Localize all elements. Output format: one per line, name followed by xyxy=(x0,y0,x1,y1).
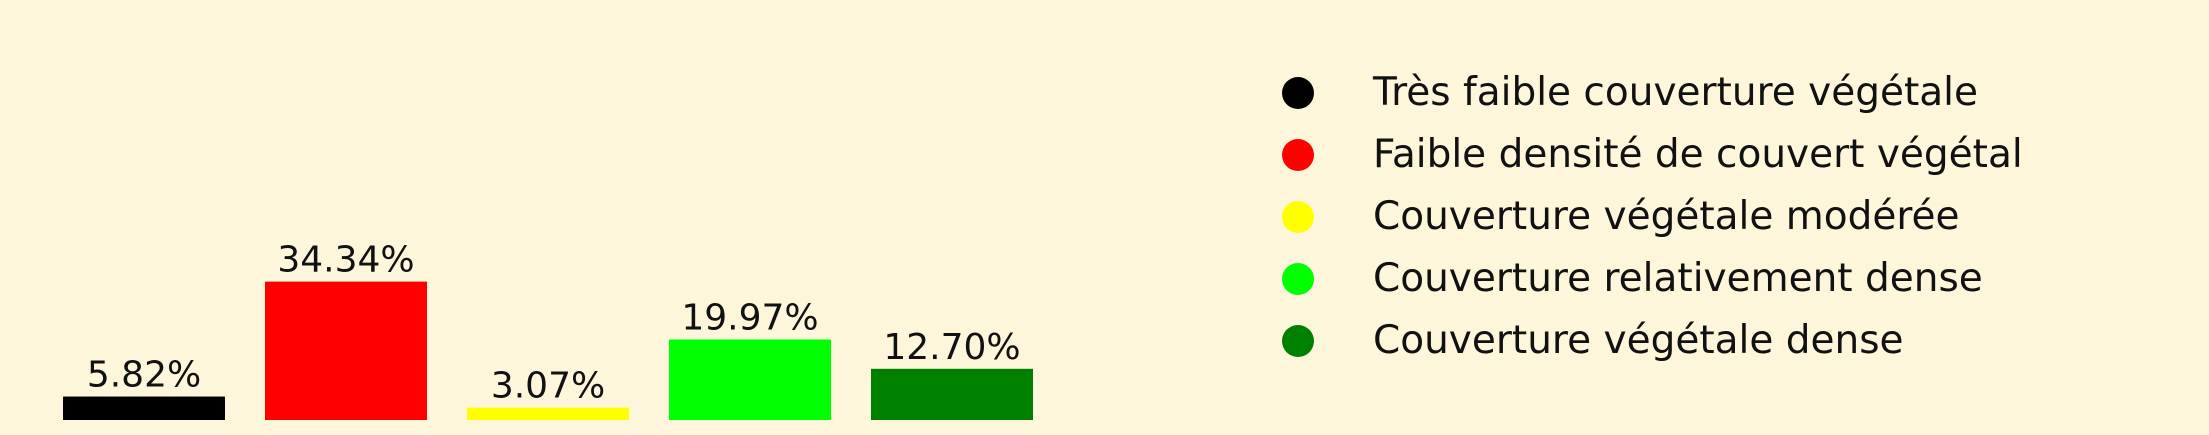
bar-4 xyxy=(669,339,831,420)
bar-3 xyxy=(467,407,629,420)
legend-label-2: Faible densité de couvert végétal xyxy=(1373,132,2023,177)
legend-label-3: Couverture végétale modérée xyxy=(1373,194,1960,239)
legend: Très faible couverture végétale Faible de… xyxy=(1282,70,2023,363)
legend-marker-icon-2 xyxy=(1282,139,1314,171)
legend-item-2: Faible densité de couvert végétal xyxy=(1282,132,2023,177)
legend-label-4: Couverture relativement dense xyxy=(1373,256,1983,301)
bar-value-label-4: 19.97% xyxy=(681,298,818,339)
value-labels-group: 5.82% 34.34% 3.07% 19.97% 12.70% xyxy=(87,240,1021,407)
bars-group xyxy=(63,281,1033,420)
legend-item-5: Couverture végétale dense xyxy=(1282,318,1904,363)
legend-item-3: Couverture végétale modérée xyxy=(1282,194,1960,239)
legend-marker-icon-4 xyxy=(1282,263,1314,295)
legend-marker-icon-5 xyxy=(1282,325,1314,357)
bar-2 xyxy=(265,281,427,420)
legend-item-4: Couverture relativement dense xyxy=(1282,256,1983,301)
bar-value-label-2: 34.34% xyxy=(277,240,414,281)
legend-marker-icon-1 xyxy=(1282,77,1314,109)
legend-label-1: Très faible couverture végétale xyxy=(1372,70,1978,115)
bar-value-label-5: 12.70% xyxy=(883,327,1020,368)
bar-1 xyxy=(63,396,225,420)
legend-marker-icon-3 xyxy=(1282,201,1314,233)
legend-label-5: Couverture végétale dense xyxy=(1373,318,1904,363)
legend-item-1: Très faible couverture végétale xyxy=(1282,70,1978,115)
bar-value-label-3: 3.07% xyxy=(491,366,605,407)
bar-value-label-1: 5.82% xyxy=(87,355,201,396)
bar-5 xyxy=(871,368,1033,420)
